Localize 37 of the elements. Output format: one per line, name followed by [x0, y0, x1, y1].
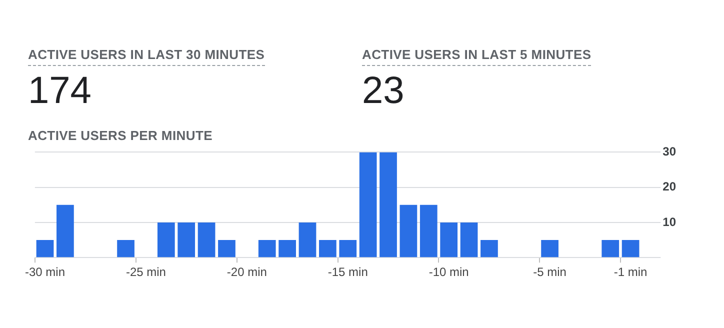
bar — [541, 240, 558, 258]
bar — [36, 240, 54, 258]
x-tick-label: -20 min — [226, 265, 267, 280]
x-tick-label: -5 min — [533, 265, 566, 280]
text: ACTIVE USERS IN LAST 5 MINUTES — [362, 47, 592, 66]
bar — [622, 240, 640, 258]
bar — [602, 240, 620, 258]
bar — [440, 222, 458, 258]
bar — [278, 240, 296, 258]
y-tick-label: 20 — [662, 180, 676, 194]
bar — [198, 222, 216, 258]
bar — [298, 222, 316, 258]
text: 23 — [362, 70, 406, 113]
bar — [178, 222, 196, 258]
bar — [218, 240, 236, 258]
text: 174 — [28, 70, 92, 113]
bar — [117, 240, 134, 258]
chart-title: ACTIVE USERS PER MINUTE — [28, 128, 214, 143]
y-tick-label: 10 — [662, 214, 676, 229]
bar — [400, 204, 418, 258]
bar — [258, 240, 276, 258]
bar — [339, 240, 357, 258]
text: ACTIVE USERS IN LAST 30 MINUTES — [28, 47, 265, 66]
bar — [157, 222, 175, 258]
bar — [359, 152, 377, 258]
x-tick-label: -1 min — [614, 265, 648, 280]
bar — [380, 152, 397, 258]
bar — [420, 204, 438, 258]
x-tick-label: -25 min — [126, 265, 166, 280]
bar — [56, 204, 74, 258]
x-tick-label: -30 min — [25, 265, 66, 280]
x-tick-label: -15 min — [328, 265, 368, 280]
y-tick-label: 30 — [662, 144, 676, 159]
x-tick-label: -10 min — [428, 265, 469, 280]
bar — [460, 222, 478, 258]
bar — [319, 240, 336, 258]
bar — [480, 240, 498, 258]
